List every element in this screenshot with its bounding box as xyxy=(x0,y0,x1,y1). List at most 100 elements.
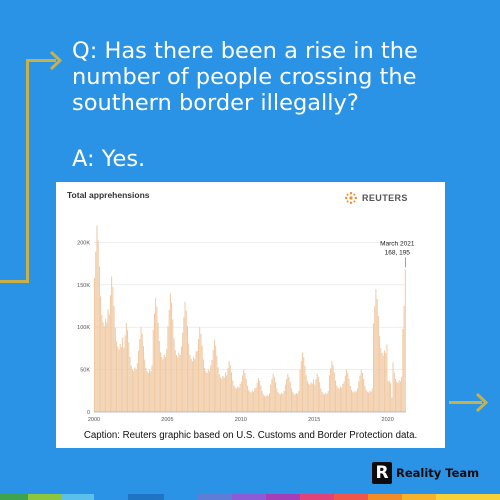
bar xyxy=(288,376,290,412)
bar xyxy=(313,379,315,412)
bar xyxy=(388,380,390,412)
bar xyxy=(206,372,208,412)
bar xyxy=(107,309,109,412)
bar xyxy=(282,393,284,412)
bar xyxy=(371,388,373,412)
bar xyxy=(270,384,272,412)
apprehensions-chart: 0 50K 100K 150K 200K 2000 2005 2010 2015 2020 Marc… xyxy=(77,225,415,423)
bar xyxy=(191,361,193,412)
bottom-stripe xyxy=(232,494,266,500)
bar xyxy=(330,368,332,412)
bar xyxy=(372,323,374,412)
answer-text: A: Yes. xyxy=(72,146,146,172)
bar xyxy=(366,391,368,412)
bar xyxy=(370,391,372,412)
bar xyxy=(189,354,191,412)
reality-team-name: Reality Team xyxy=(396,466,480,480)
bar xyxy=(113,306,115,412)
reuters-logo: REUTERS xyxy=(344,191,408,205)
x-tick-label: 2020 xyxy=(382,417,394,423)
bar xyxy=(387,381,389,412)
bar xyxy=(202,359,204,412)
bar xyxy=(164,357,166,412)
bar xyxy=(133,371,135,412)
bar xyxy=(272,373,274,412)
bar xyxy=(293,393,295,412)
bar xyxy=(100,296,102,412)
bar xyxy=(211,360,213,412)
bar xyxy=(140,327,142,412)
bar xyxy=(248,389,250,412)
bar xyxy=(129,356,131,412)
bar xyxy=(352,391,354,412)
bar xyxy=(163,354,165,412)
bar xyxy=(240,381,242,412)
reuters-dots-icon xyxy=(345,192,357,204)
bar xyxy=(234,387,236,412)
bar xyxy=(213,339,215,412)
bar xyxy=(218,374,220,412)
bar xyxy=(95,251,97,412)
bar xyxy=(147,372,149,412)
bar xyxy=(226,375,228,412)
bar xyxy=(271,379,273,412)
bar xyxy=(123,347,125,412)
bar xyxy=(266,395,268,412)
bar xyxy=(124,335,126,412)
bar xyxy=(331,361,333,412)
bar xyxy=(343,381,345,412)
connector-vertical xyxy=(26,59,29,283)
bar xyxy=(309,384,311,412)
bar xyxy=(397,382,399,412)
bar xyxy=(264,395,266,412)
bar xyxy=(262,394,264,412)
x-tick-label: 2015 xyxy=(308,417,320,423)
bar xyxy=(207,369,209,412)
bar xyxy=(335,380,337,412)
bar xyxy=(393,372,395,412)
bar xyxy=(153,313,155,412)
bar xyxy=(308,383,310,412)
bar xyxy=(376,298,378,412)
bar xyxy=(217,367,219,412)
bar xyxy=(350,389,352,412)
bar xyxy=(283,391,285,412)
bar xyxy=(358,381,360,412)
bar xyxy=(210,365,212,412)
bar xyxy=(166,349,168,412)
bar xyxy=(216,355,218,412)
bar xyxy=(257,378,259,412)
bar xyxy=(224,372,226,412)
bar xyxy=(273,376,275,412)
connector-arrowhead-icon xyxy=(50,51,62,70)
bar xyxy=(127,330,129,412)
bar xyxy=(332,365,334,412)
bar xyxy=(256,382,258,412)
bar xyxy=(379,335,381,412)
bar xyxy=(125,322,127,412)
bar xyxy=(116,341,118,412)
bar xyxy=(374,306,376,412)
bar xyxy=(117,346,119,412)
bar xyxy=(289,382,291,412)
bar xyxy=(403,306,405,412)
y-tick-label: 100K xyxy=(77,325,90,331)
bar xyxy=(177,357,179,412)
bar xyxy=(259,380,261,412)
bar xyxy=(300,360,302,412)
bar xyxy=(377,316,379,412)
bar xyxy=(342,384,344,412)
bottom-stripe xyxy=(368,494,402,500)
bar xyxy=(314,384,316,412)
bar xyxy=(365,389,367,412)
question-text: Q: Has there been a rise in the number o… xyxy=(72,38,418,116)
bar xyxy=(168,309,170,412)
bar xyxy=(297,393,299,412)
bar xyxy=(260,385,262,412)
bar xyxy=(155,297,157,412)
bar xyxy=(198,339,200,412)
bar xyxy=(229,365,231,412)
bar xyxy=(94,277,96,412)
bar xyxy=(144,359,146,412)
bar xyxy=(101,314,103,412)
